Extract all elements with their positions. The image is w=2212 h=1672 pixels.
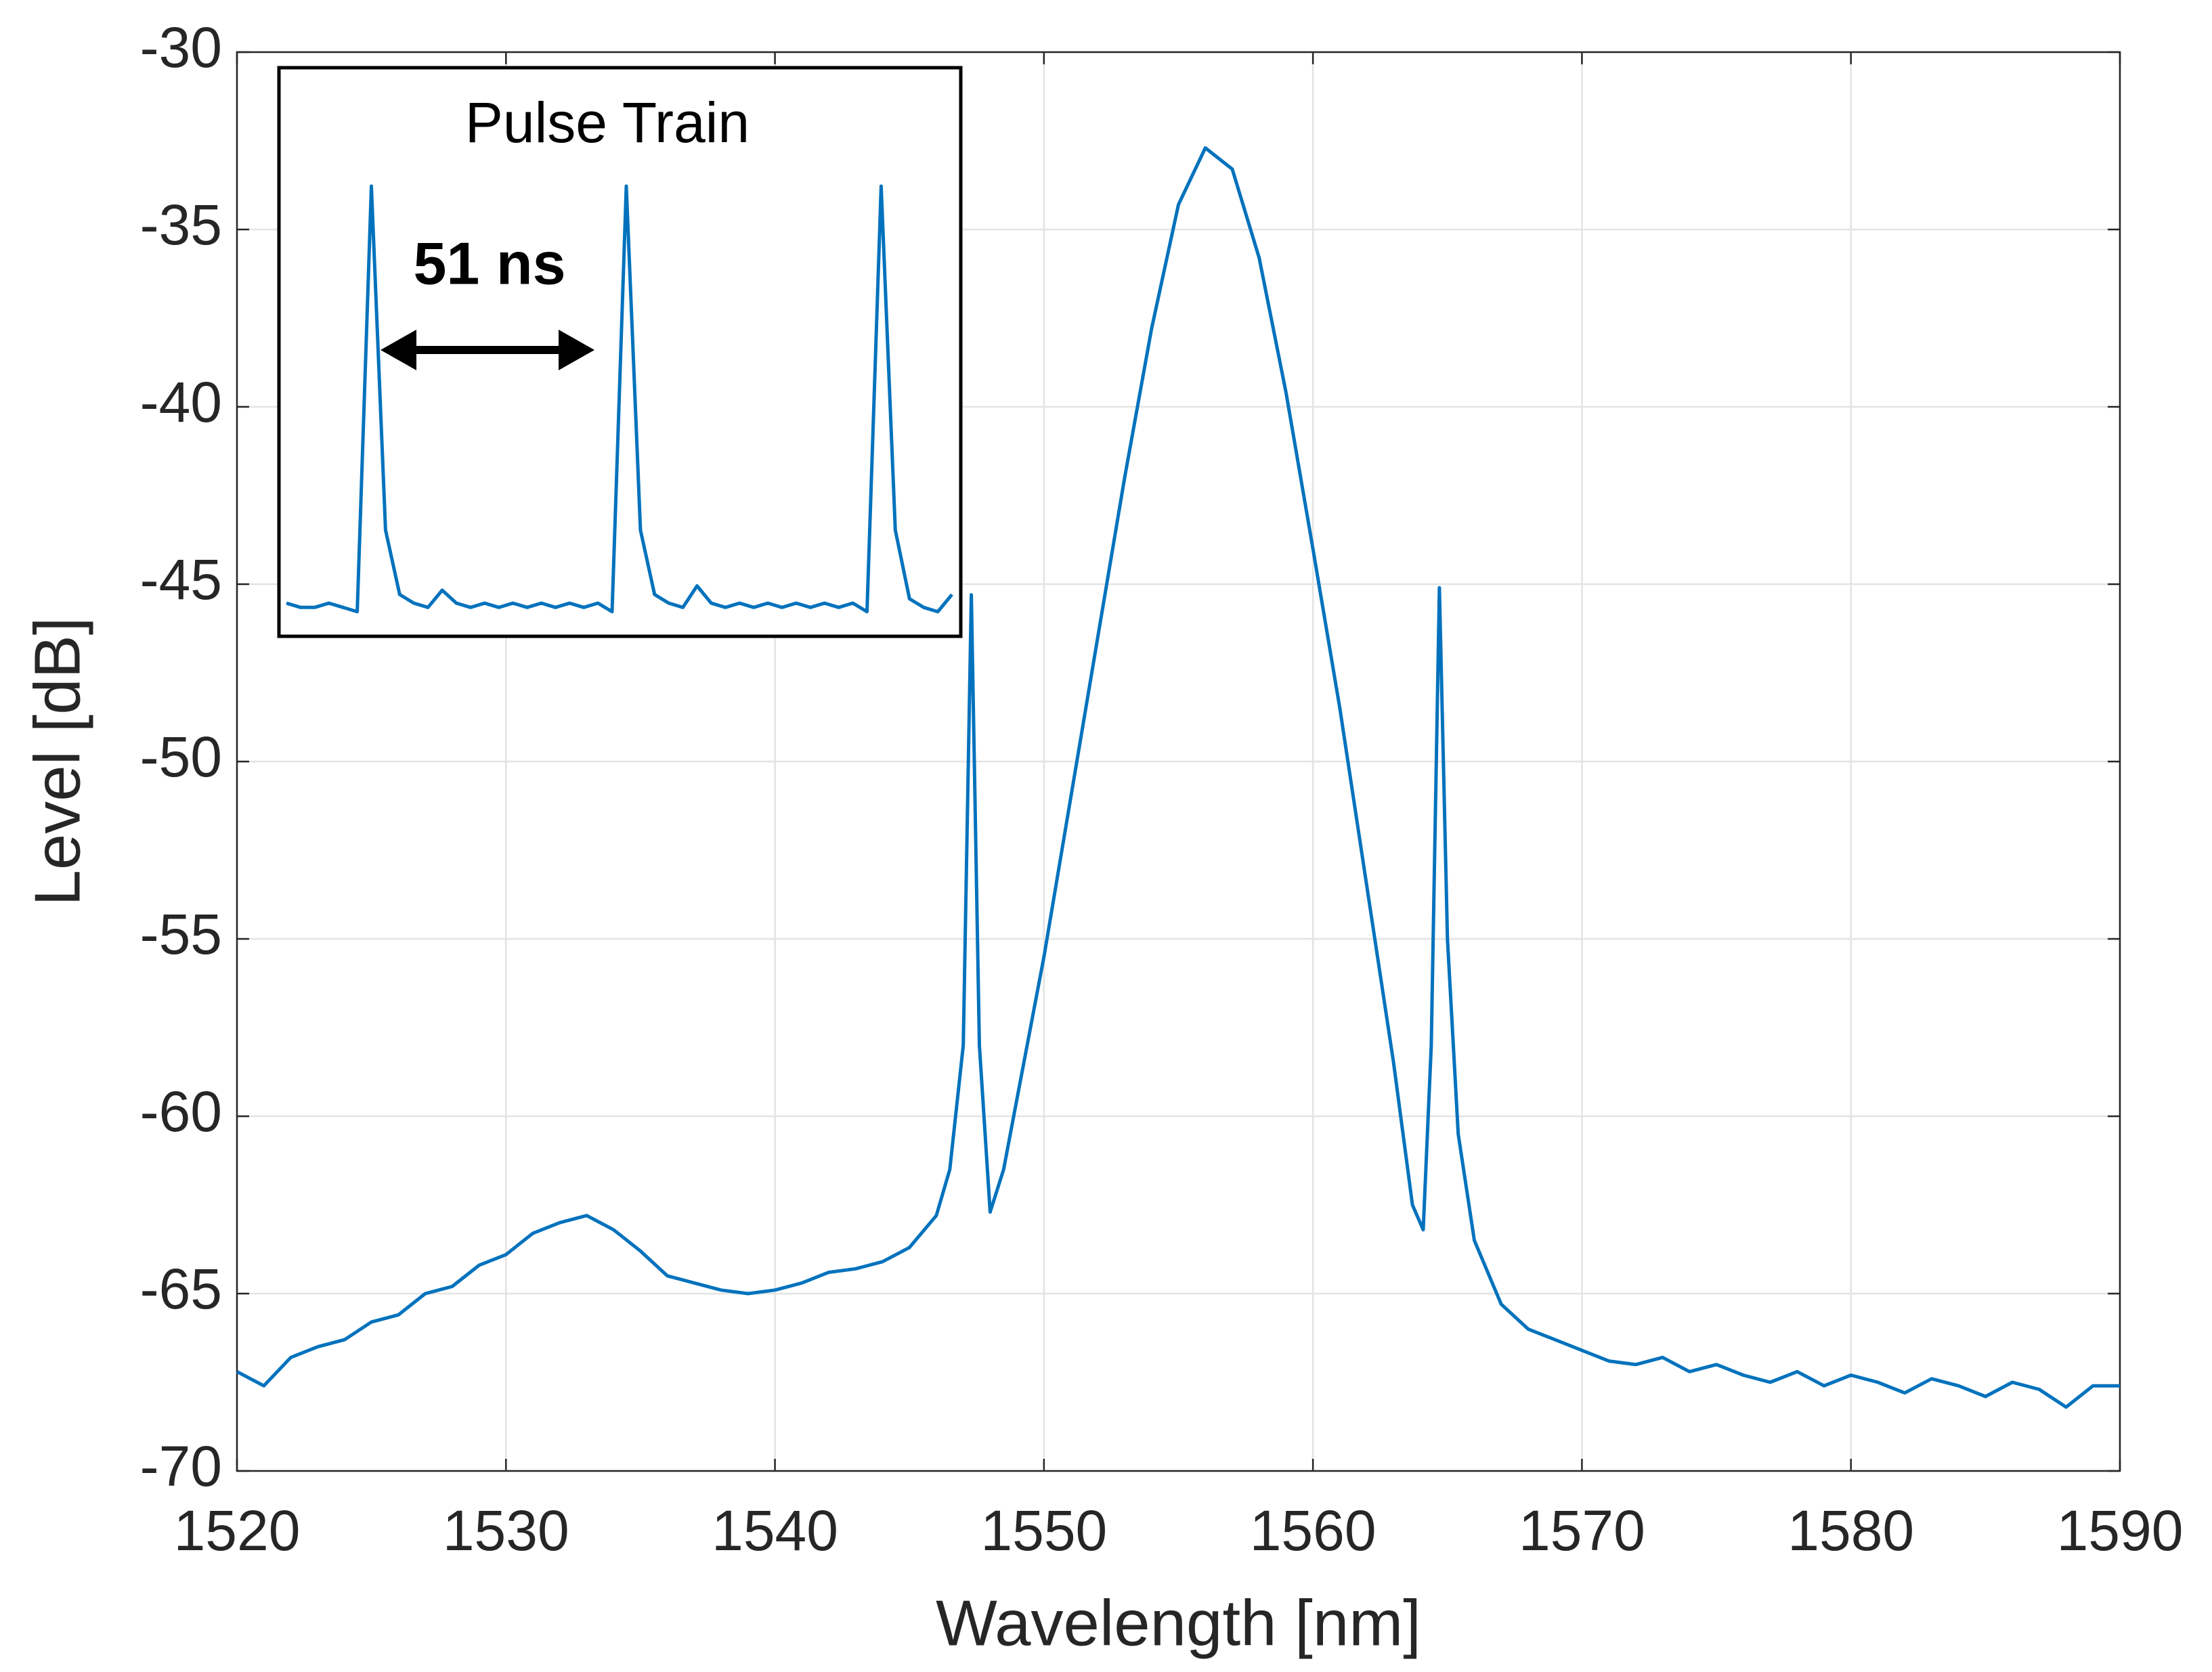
- x-tick-label: 1570: [1519, 1499, 1645, 1562]
- y-tick-label: -65: [140, 1257, 222, 1321]
- y-tick-label: -30: [140, 16, 222, 79]
- data-line: [286, 184, 953, 614]
- y-axis-label: Level [dB]: [21, 617, 93, 906]
- y-tick-label: -45: [140, 548, 222, 611]
- x-tick-label: 1530: [443, 1499, 569, 1562]
- annotation: 51 ns: [413, 229, 565, 296]
- y-tick-label: -60: [140, 1080, 222, 1143]
- y-tick-label: -40: [140, 370, 222, 434]
- data-line: [236, 146, 2120, 1409]
- x-tick-label: 1520: [174, 1499, 301, 1562]
- y-tick-label: -35: [140, 193, 222, 257]
- x-tick-label: 1560: [1250, 1499, 1376, 1562]
- x-tick-label: 1590: [2057, 1499, 2184, 1562]
- x-tick-label: 1550: [980, 1499, 1107, 1562]
- plot-frame: [236, 51, 2121, 1472]
- x-tick-label: 1540: [712, 1499, 838, 1562]
- x-axis-label: Wavelength [nm]: [936, 1587, 1421, 1659]
- y-tick-label: -55: [140, 902, 222, 966]
- inset-title: Pulse Train: [465, 91, 750, 154]
- y-tick-label: -70: [140, 1434, 222, 1498]
- y-tick-label: -50: [140, 725, 222, 789]
- x-tick-label: 1580: [1787, 1499, 1914, 1562]
